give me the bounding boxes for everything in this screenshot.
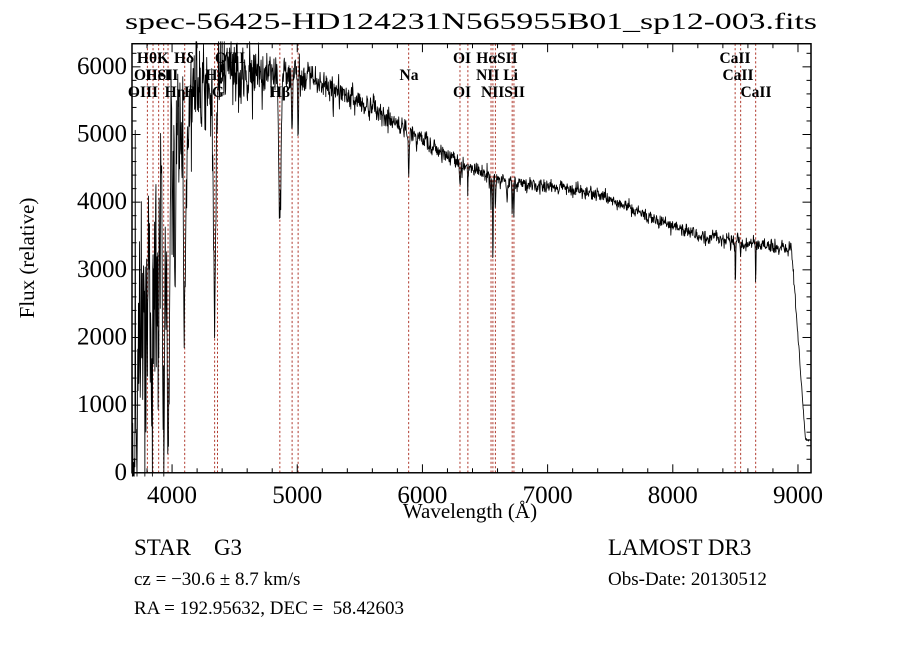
svg-text:Obs-Date: 20130512: Obs-Date: 20130512 (608, 569, 767, 590)
svg-text:OIII: OIII (215, 50, 245, 67)
svg-text:cz = −30.6 ± 8.7 km/s: cz = −30.6 ± 8.7 km/s (134, 569, 300, 590)
svg-text:Hγ: Hγ (205, 67, 225, 84)
svg-text:NIISII: NIISII (481, 84, 525, 101)
svg-text:9000: 9000 (773, 482, 823, 509)
svg-text:Hθ: Hθ (137, 50, 157, 67)
svg-text:K: K (157, 50, 169, 67)
svg-text:HαSII: HαSII (476, 50, 517, 67)
svg-text:OIII: OIII (128, 84, 158, 101)
svg-text:Wavelength (Å): Wavelength (Å) (403, 499, 537, 523)
svg-text:8000: 8000 (648, 482, 698, 509)
svg-text:OI: OI (453, 50, 471, 67)
svg-text:OI: OI (453, 84, 471, 101)
svg-text:CaII: CaII (719, 50, 750, 67)
svg-text:Hβ: Hβ (270, 84, 290, 101)
svg-text:4000: 4000 (147, 482, 197, 509)
svg-text:STAR G3: STAR G3 (134, 535, 242, 560)
svg-text:3000: 3000 (77, 256, 127, 283)
svg-text:4000: 4000 (77, 188, 127, 215)
svg-text:Na: Na (400, 67, 419, 84)
svg-text:6000: 6000 (77, 53, 127, 80)
svg-text:LAMOST DR3: LAMOST DR3 (608, 535, 751, 560)
svg-text:NII Li: NII Li (476, 67, 518, 84)
svg-text:spec-56425-HD124231N565955B01_: spec-56425-HD124231N565955B01_sp12-003.f… (125, 9, 817, 34)
svg-text:G: G (212, 84, 224, 101)
svg-text:5000: 5000 (77, 121, 127, 148)
svg-text:Flux (relative): Flux (relative) (15, 198, 39, 319)
svg-text:Hη: Hη (165, 84, 186, 101)
svg-text:Hδ: Hδ (174, 50, 194, 67)
svg-text:CaII: CaII (722, 67, 753, 84)
svg-text:0: 0 (115, 459, 128, 486)
svg-text:SII: SII (158, 67, 179, 84)
svg-text:H: H (184, 84, 196, 101)
svg-text:2000: 2000 (77, 323, 127, 350)
svg-text:5000: 5000 (272, 482, 322, 509)
svg-text:CaII: CaII (740, 84, 771, 101)
svg-text:RA = 192.95632, DEC = 58.4260: RA = 192.95632, DEC = 58.42603 (134, 598, 404, 619)
svg-text:1000: 1000 (77, 391, 127, 418)
